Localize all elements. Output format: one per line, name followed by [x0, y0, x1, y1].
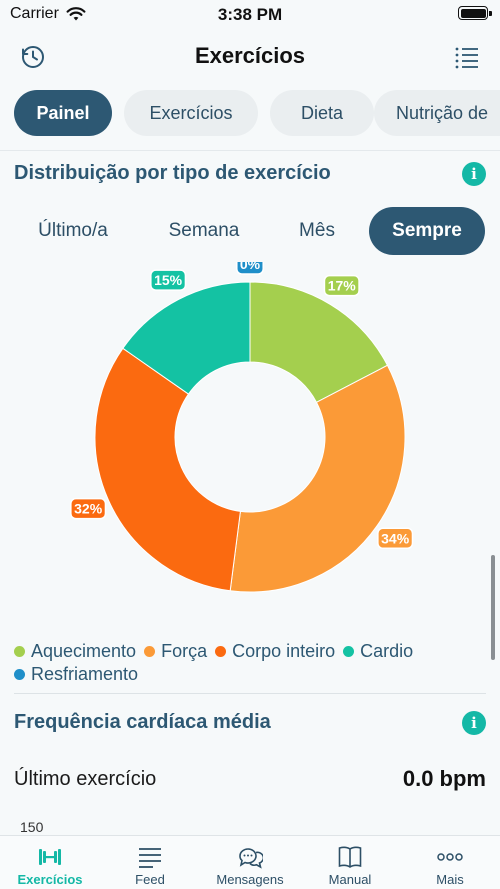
tabbar-label: Mensagens: [216, 872, 284, 887]
page-title: Exercícios: [194, 43, 306, 68]
tab-painel[interactable]: Painel: [14, 90, 112, 136]
legend-item-cardio: Cardio: [343, 640, 413, 663]
period-semana[interactable]: Semana: [168, 220, 240, 241]
carrier-label: Carrier: [10, 5, 59, 22]
dumbbell-icon: [39, 849, 61, 865]
percent-label: 0%: [240, 262, 261, 272]
more-dots-icon: [437, 853, 463, 861]
legend-dot: [144, 646, 156, 657]
legend-label: Corpo inteiro: [232, 641, 336, 661]
data-label-corpo-inteiro: 32%: [70, 497, 107, 520]
tabbar-exercicios[interactable]: Exercícios: [0, 836, 100, 889]
legend-label: Aquecimento: [31, 641, 137, 661]
legend-dot: [14, 669, 25, 680]
wifi-icon: [66, 7, 86, 21]
tabbar-manual[interactable]: Manual: [300, 836, 400, 889]
period-ultimo[interactable]: Último/a: [38, 220, 108, 241]
last-exercise-label: Último exercício: [14, 768, 157, 790]
legend-dot: [215, 646, 227, 657]
percent-label: 17%: [328, 278, 357, 294]
legend-item-força: Força: [144, 640, 207, 663]
tab-dieta[interactable]: Dieta: [270, 90, 374, 136]
tabbar-mais[interactable]: Mais: [400, 836, 500, 889]
battery-icon: [458, 6, 492, 20]
last-exercise-bpm: 0.0 bpm: [402, 766, 486, 791]
navigation-bar: Exercícios: [0, 34, 500, 80]
chart-legend: Aquecimento Força Corpo inteiro Cardio Resfr…: [14, 640, 484, 686]
donut-slice-força[interactable]: [229, 364, 406, 593]
legend-item-corpo-inteiro: Corpo inteiro: [215, 640, 335, 663]
distribution-title: Distribuição por tipo de exercício: [14, 162, 331, 184]
info-icon[interactable]: i: [462, 162, 486, 186]
data-label-força: 34%: [377, 527, 414, 550]
data-label-resfriamento: 0%: [236, 253, 264, 275]
legend-item-resfriamento: Resfriamento: [14, 663, 138, 686]
legend-dot: [343, 646, 355, 657]
bottom-tab-bar: Exercícios Feed Mensagens Manual Mai: [0, 835, 500, 889]
exercise-type-donut-chart: 17% 34% 32% 15% 0%: [0, 253, 500, 622]
chart-y-tick: 150: [20, 819, 44, 835]
legend-label: Força: [161, 641, 208, 661]
tabbar-feed[interactable]: Feed: [100, 836, 200, 889]
period-mes[interactable]: Mês: [299, 220, 335, 241]
percent-label: 15%: [154, 272, 183, 288]
data-label-aquecimento: 17%: [323, 274, 360, 297]
percent-label: 32%: [74, 501, 103, 517]
donut-slice-aquecimento[interactable]: [249, 281, 389, 403]
tab-exercicios[interactable]: Exercícios: [124, 90, 258, 136]
tabbar-mensagens[interactable]: Mensagens: [200, 836, 300, 889]
percent-label: 34%: [381, 530, 410, 546]
tab-nutricao[interactable]: Nutrição de: [374, 90, 500, 136]
legend-label: Resfriamento: [31, 664, 139, 684]
history-clock-icon[interactable]: [20, 44, 46, 70]
period-sempre[interactable]: Sempre: [369, 207, 485, 255]
book-icon: [338, 846, 362, 868]
tabbar-label: Mais: [436, 872, 464, 887]
tabbar-label: Exercícios: [17, 872, 83, 887]
chat-bubbles-icon: [239, 848, 263, 869]
info-icon[interactable]: i: [462, 711, 486, 735]
tabbar-label: Manual: [328, 872, 372, 887]
section-divider: [14, 693, 486, 694]
tabs-divider: [0, 150, 500, 151]
legend-dot: [14, 646, 25, 657]
donut-slice-cardio[interactable]: [122, 281, 251, 395]
scrollbar[interactable]: [491, 555, 495, 660]
list-icon[interactable]: [454, 44, 480, 70]
feed-lines-icon: [139, 848, 161, 868]
data-label-cardio: 15%: [150, 269, 187, 291]
legend-item-aquecimento: Aquecimento: [14, 640, 136, 663]
clock-time: 3:38 PM: [217, 5, 283, 24]
legend-label: Cardio: [360, 641, 414, 661]
tabbar-label: Feed: [135, 872, 165, 887]
status-bar: Carrier 3:38 PM: [0, 0, 500, 30]
heart-rate-title: Frequência cardíaca média: [14, 711, 271, 733]
donut-slice-corpo-inteiro[interactable]: [94, 347, 241, 592]
